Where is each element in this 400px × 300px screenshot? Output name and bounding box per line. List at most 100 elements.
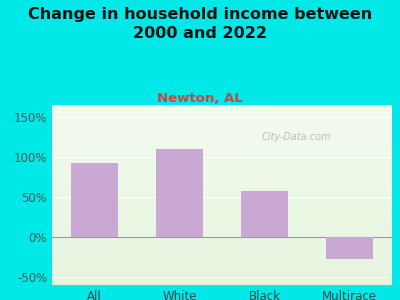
Bar xyxy=(52,258,392,260)
Bar xyxy=(52,148,392,150)
Bar xyxy=(52,170,392,172)
Bar xyxy=(52,186,392,188)
Bar xyxy=(52,105,392,107)
Bar xyxy=(52,155,392,157)
Bar xyxy=(52,146,392,148)
Bar xyxy=(52,265,392,267)
Bar xyxy=(52,188,392,190)
Bar xyxy=(52,240,392,242)
Bar xyxy=(52,249,392,251)
Text: Newton, AL: Newton, AL xyxy=(157,92,243,104)
Bar xyxy=(52,130,392,132)
Bar xyxy=(52,271,392,272)
Bar xyxy=(52,181,392,182)
Bar xyxy=(52,199,392,200)
Bar xyxy=(52,164,392,166)
Bar xyxy=(52,179,392,181)
Bar xyxy=(52,256,392,258)
Bar xyxy=(52,267,392,269)
Bar xyxy=(52,159,392,161)
Bar xyxy=(52,123,392,125)
Bar xyxy=(52,182,392,184)
Bar xyxy=(52,173,392,175)
Bar xyxy=(52,154,392,155)
Bar xyxy=(52,204,392,206)
Bar xyxy=(52,134,392,136)
Bar xyxy=(52,163,392,164)
Bar xyxy=(52,231,392,233)
Bar xyxy=(52,274,392,276)
Bar xyxy=(52,222,392,224)
Bar xyxy=(52,247,392,249)
Bar xyxy=(52,211,392,213)
Bar xyxy=(52,218,392,220)
Bar xyxy=(52,128,392,130)
Bar xyxy=(52,209,392,211)
Bar xyxy=(52,280,392,281)
Bar xyxy=(52,227,392,229)
Bar xyxy=(52,260,392,262)
Bar xyxy=(52,116,392,118)
Bar xyxy=(52,278,392,280)
Bar xyxy=(52,193,392,195)
Bar xyxy=(52,262,392,263)
Text: Change in household income between
2000 and 2022: Change in household income between 2000 … xyxy=(28,8,372,41)
Bar xyxy=(52,150,392,152)
Bar xyxy=(52,254,392,256)
Bar xyxy=(52,206,392,208)
Bar xyxy=(52,253,392,254)
Bar xyxy=(52,136,392,137)
Bar xyxy=(241,191,288,237)
Bar xyxy=(52,202,392,204)
Bar xyxy=(52,157,392,159)
Bar xyxy=(52,125,392,127)
Bar xyxy=(52,200,392,202)
Bar xyxy=(52,168,392,170)
Bar xyxy=(52,215,392,217)
Bar xyxy=(326,237,373,259)
Bar xyxy=(52,269,392,271)
Bar xyxy=(52,119,392,121)
Bar xyxy=(52,281,392,283)
Bar xyxy=(52,236,392,238)
Bar xyxy=(52,109,392,110)
Bar xyxy=(52,251,392,253)
Bar xyxy=(52,242,392,244)
Bar xyxy=(52,208,392,209)
Bar xyxy=(52,121,392,123)
Bar xyxy=(52,272,392,274)
Bar xyxy=(52,276,392,278)
Bar xyxy=(52,107,392,109)
Bar xyxy=(52,217,392,218)
Bar xyxy=(52,132,392,134)
Bar xyxy=(52,127,392,128)
Bar xyxy=(52,161,392,163)
Bar xyxy=(52,191,392,193)
Text: City-Data.com: City-Data.com xyxy=(262,132,332,142)
Bar xyxy=(52,114,392,116)
Bar xyxy=(52,118,392,119)
Bar xyxy=(52,141,392,143)
Bar xyxy=(52,229,392,231)
Bar xyxy=(52,263,392,265)
Bar xyxy=(71,163,118,237)
Bar xyxy=(52,143,392,145)
Bar xyxy=(52,213,392,215)
Bar xyxy=(52,233,392,235)
Bar xyxy=(52,224,392,226)
Bar xyxy=(52,177,392,179)
Bar xyxy=(156,149,203,237)
Bar xyxy=(52,166,392,168)
Bar xyxy=(52,145,392,146)
Bar xyxy=(52,152,392,154)
Bar xyxy=(52,245,392,247)
Bar xyxy=(52,220,392,222)
Bar xyxy=(52,139,392,141)
Bar xyxy=(52,184,392,186)
Bar xyxy=(52,235,392,236)
Bar xyxy=(52,195,392,197)
Bar xyxy=(52,110,392,112)
Bar xyxy=(52,197,392,199)
Bar xyxy=(52,175,392,177)
Bar xyxy=(52,244,392,245)
